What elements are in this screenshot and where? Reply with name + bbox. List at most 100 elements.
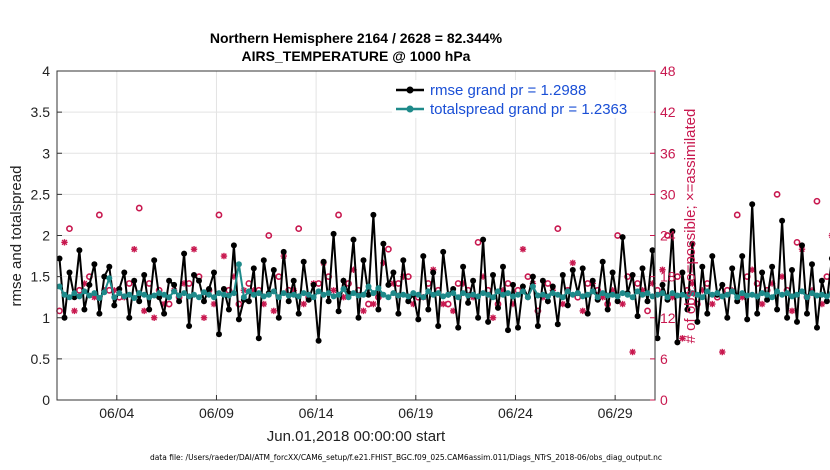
obs-assimilated-marker <box>719 348 726 356</box>
obs-possible-marker <box>554 225 562 233</box>
x-tick-label: 06/24 <box>498 405 533 421</box>
series-point-totalspread <box>440 293 447 300</box>
legend-marker-totalspread <box>406 105 414 113</box>
series-point-rmse <box>121 269 128 276</box>
series-point-rmse <box>151 257 158 264</box>
series-point-totalspread <box>66 294 73 301</box>
y-axis-label-left: rmse and totalspread <box>8 166 25 307</box>
series-point-rmse <box>465 299 472 306</box>
y-tick-label-right: 12 <box>660 310 676 326</box>
legend-entry-rmse: rmse grand pr = 1.2988 <box>430 82 586 99</box>
series-point-totalspread <box>245 288 252 295</box>
series-point-totalspread <box>420 294 427 301</box>
series-point-rmse <box>769 263 776 270</box>
obs-assimilated-marker <box>629 348 636 356</box>
series-point-rmse <box>206 286 212 292</box>
series-point-rmse <box>619 234 626 241</box>
series-point-totalspread <box>355 292 362 299</box>
series-point-rmse <box>684 306 691 313</box>
series-point-totalspread <box>270 288 277 295</box>
series-point-totalspread <box>515 291 521 298</box>
series-point-totalspread <box>485 291 492 298</box>
obs-possible-marker <box>674 273 681 281</box>
obs-possible-marker <box>125 280 133 287</box>
series-point-rmse <box>604 306 611 313</box>
series-point-rmse <box>395 310 402 317</box>
obs-assimilated-marker <box>679 335 686 342</box>
series-point-totalspread <box>280 290 287 297</box>
obs-assimilated-marker <box>758 300 766 308</box>
series-point-totalspread <box>579 293 586 300</box>
series-point-rmse <box>654 335 661 342</box>
series-point-totalspread <box>365 283 372 290</box>
series-point-rmse <box>181 250 188 257</box>
y-tick-label-left: 0.5 <box>31 351 51 367</box>
obs-possible-marker <box>295 225 303 233</box>
y-tick-label-left: 3 <box>42 145 50 161</box>
series-point-rmse <box>704 310 711 317</box>
series-line-rmse <box>58 204 830 343</box>
y-tick-label-right: 36 <box>660 145 676 161</box>
series-point-totalspread <box>450 290 457 297</box>
obs-assimilated-marker <box>440 300 447 308</box>
y-tick-label-right: 18 <box>660 269 676 285</box>
series-point-rmse <box>340 277 347 284</box>
series-point-rmse <box>584 310 591 317</box>
series-point-totalspread <box>639 291 646 298</box>
obs-assimilated-marker <box>300 300 307 308</box>
series-point-totalspread <box>455 294 462 301</box>
series-point-totalspread <box>709 291 716 298</box>
series-point-totalspread <box>624 291 631 298</box>
series-point-totalspread <box>106 275 113 282</box>
obs-possible-marker <box>66 225 73 233</box>
obs-assimilated-marker <box>220 252 228 260</box>
obs-possible-marker <box>793 238 801 246</box>
series-point-totalspread <box>101 289 108 296</box>
series-point-rmse <box>250 265 257 272</box>
series-point-totalspread <box>584 291 591 298</box>
series-point-rmse <box>305 296 312 303</box>
series-point-totalspread <box>460 290 467 297</box>
series-point-totalspread <box>290 291 297 298</box>
series-point-totalspread <box>719 293 726 300</box>
series-point-rmse <box>774 306 781 313</box>
series-point-rmse <box>96 310 103 317</box>
obs-possible-marker <box>753 280 761 287</box>
series-point-totalspread <box>674 292 681 299</box>
series-point-totalspread <box>91 290 98 297</box>
series-point-totalspread <box>131 295 138 301</box>
series-point-rmse <box>400 257 407 264</box>
series-point-rmse <box>405 298 412 305</box>
obs-assimilated-marker <box>131 246 138 253</box>
chart-title-line1: Northern Hemisphere 2164 / 2628 = 82.344… <box>210 30 503 46</box>
series-point-rmse <box>544 298 551 305</box>
series-point-totalspread <box>779 291 786 298</box>
series-point-rmse <box>629 272 636 278</box>
y-tick-label-right: 48 <box>660 63 676 79</box>
series-point-rmse <box>76 247 83 254</box>
x-axis-label: Jun.01,2018 00:00:00 start <box>267 428 446 445</box>
series-point-rmse <box>475 314 482 321</box>
series-point-totalspread <box>275 294 282 301</box>
series-point-rmse <box>415 316 422 323</box>
series-point-rmse <box>470 277 477 284</box>
series-point-totalspread <box>345 294 352 301</box>
series-point-totalspread <box>664 294 671 301</box>
series-point-totalspread <box>330 293 337 300</box>
series-point-rmse <box>196 277 202 284</box>
series-point-rmse <box>709 253 716 260</box>
legend-entry-totalspread: totalspread grand pr = 1.2363 <box>430 101 627 118</box>
y-tick-label-right: 42 <box>660 104 676 120</box>
obs-assimilated-marker <box>210 300 218 308</box>
series-point-totalspread <box>320 291 327 298</box>
series-point-totalspread <box>151 292 158 299</box>
plot-area <box>56 190 830 356</box>
series-point-totalspread <box>375 285 382 292</box>
series-point-totalspread <box>754 293 761 300</box>
series-point-rmse <box>91 261 98 268</box>
series-point-totalspread <box>799 288 805 295</box>
series-point-totalspread <box>146 294 153 301</box>
series-point-totalspread <box>679 291 686 298</box>
series-point-totalspread <box>694 291 701 298</box>
series-point-totalspread <box>644 290 651 297</box>
